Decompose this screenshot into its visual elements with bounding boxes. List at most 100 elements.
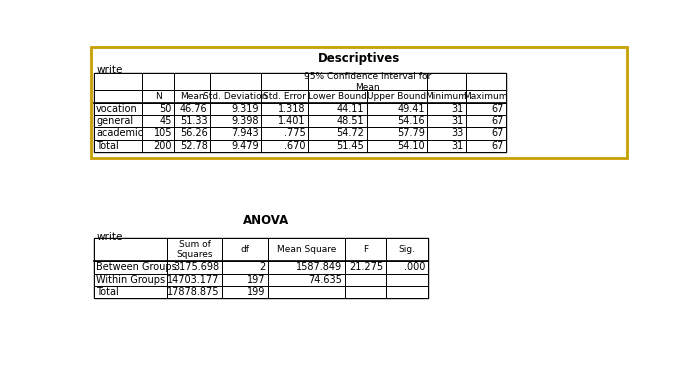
- Bar: [210, 127, 261, 139]
- Text: 50: 50: [160, 104, 172, 114]
- Bar: [367, 115, 427, 127]
- Text: Mean: Mean: [180, 92, 204, 101]
- Text: 95% Confidence Interval for
Mean: 95% Confidence Interval for Mean: [304, 72, 431, 92]
- Bar: [427, 91, 466, 103]
- Bar: [94, 103, 141, 115]
- Text: Minimum: Minimum: [426, 92, 468, 101]
- Text: N: N: [155, 92, 162, 101]
- Bar: [174, 74, 210, 91]
- Bar: [261, 74, 307, 91]
- Text: Total: Total: [96, 141, 119, 151]
- Bar: [174, 139, 210, 152]
- Bar: [210, 115, 261, 127]
- Text: 54.16: 54.16: [397, 116, 425, 126]
- Text: 67: 67: [491, 141, 504, 151]
- Bar: [307, 103, 367, 115]
- Bar: [141, 74, 174, 91]
- Bar: [367, 103, 427, 115]
- Text: 1.401: 1.401: [278, 116, 305, 126]
- Text: 7.943: 7.943: [231, 128, 259, 138]
- Text: Std. Deviation: Std. Deviation: [203, 92, 267, 101]
- Bar: [210, 139, 261, 152]
- Text: 197: 197: [247, 275, 266, 285]
- Bar: [94, 286, 167, 298]
- Bar: [94, 238, 167, 261]
- Text: 14703.177: 14703.177: [167, 275, 219, 285]
- Text: Std. Error: Std. Error: [263, 92, 306, 101]
- Bar: [427, 127, 466, 139]
- Bar: [94, 115, 141, 127]
- Bar: [141, 115, 174, 127]
- Text: Maximum: Maximum: [463, 92, 508, 101]
- Bar: [222, 286, 268, 298]
- Bar: [268, 274, 345, 286]
- Text: 54.10: 54.10: [397, 141, 425, 151]
- Text: 31: 31: [451, 104, 463, 114]
- Bar: [94, 127, 141, 139]
- Text: 48.51: 48.51: [337, 116, 364, 126]
- Bar: [222, 274, 268, 286]
- Bar: [90, 47, 627, 158]
- Text: 21.275: 21.275: [349, 262, 384, 272]
- Text: .670: .670: [284, 141, 305, 151]
- Text: 1587.849: 1587.849: [296, 262, 342, 272]
- Text: 56.26: 56.26: [180, 128, 208, 138]
- Text: Sig.: Sig.: [398, 245, 415, 254]
- Bar: [466, 74, 506, 91]
- Bar: [307, 127, 367, 139]
- Text: 199: 199: [247, 287, 266, 297]
- Bar: [222, 261, 268, 274]
- Bar: [345, 286, 386, 298]
- Text: 49.41: 49.41: [397, 104, 425, 114]
- Text: 3175.698: 3175.698: [173, 262, 219, 272]
- Text: 57.79: 57.79: [397, 128, 425, 138]
- Bar: [210, 91, 261, 103]
- Bar: [367, 127, 427, 139]
- Text: write: write: [97, 232, 123, 242]
- Text: 67: 67: [491, 128, 504, 138]
- Bar: [345, 261, 386, 274]
- Text: 31: 31: [451, 116, 463, 126]
- Bar: [261, 91, 307, 103]
- Bar: [167, 286, 222, 298]
- Bar: [94, 274, 167, 286]
- Text: 46.76: 46.76: [180, 104, 208, 114]
- Bar: [222, 238, 268, 261]
- Bar: [210, 103, 261, 115]
- Bar: [141, 91, 174, 103]
- Bar: [167, 274, 222, 286]
- Text: Between Groups: Between Groups: [96, 262, 177, 272]
- Text: 2: 2: [260, 262, 266, 272]
- Bar: [174, 91, 210, 103]
- Text: write: write: [97, 66, 123, 75]
- Text: 67: 67: [491, 116, 504, 126]
- Bar: [94, 261, 167, 274]
- Text: 33: 33: [451, 128, 463, 138]
- Text: 9.398: 9.398: [231, 116, 259, 126]
- Text: df: df: [240, 245, 249, 254]
- Bar: [261, 127, 307, 139]
- Text: .775: .775: [284, 128, 305, 138]
- Bar: [466, 91, 506, 103]
- Text: F: F: [363, 245, 368, 254]
- Bar: [386, 238, 428, 261]
- Text: ANOVA: ANOVA: [243, 214, 289, 227]
- Bar: [427, 103, 466, 115]
- Text: 17878.875: 17878.875: [167, 287, 219, 297]
- Bar: [174, 115, 210, 127]
- Bar: [94, 74, 141, 91]
- Text: 45: 45: [160, 116, 172, 126]
- Bar: [427, 115, 466, 127]
- Text: 200: 200: [153, 141, 172, 151]
- Bar: [427, 139, 466, 152]
- Text: 52.78: 52.78: [180, 141, 208, 151]
- Bar: [141, 139, 174, 152]
- Bar: [367, 91, 427, 103]
- Bar: [466, 115, 506, 127]
- Text: Sum of
Squares: Sum of Squares: [176, 240, 213, 259]
- Bar: [261, 115, 307, 127]
- Text: .000: .000: [404, 262, 426, 272]
- Text: 9.319: 9.319: [231, 104, 259, 114]
- Text: 44.11: 44.11: [337, 104, 364, 114]
- Bar: [174, 127, 210, 139]
